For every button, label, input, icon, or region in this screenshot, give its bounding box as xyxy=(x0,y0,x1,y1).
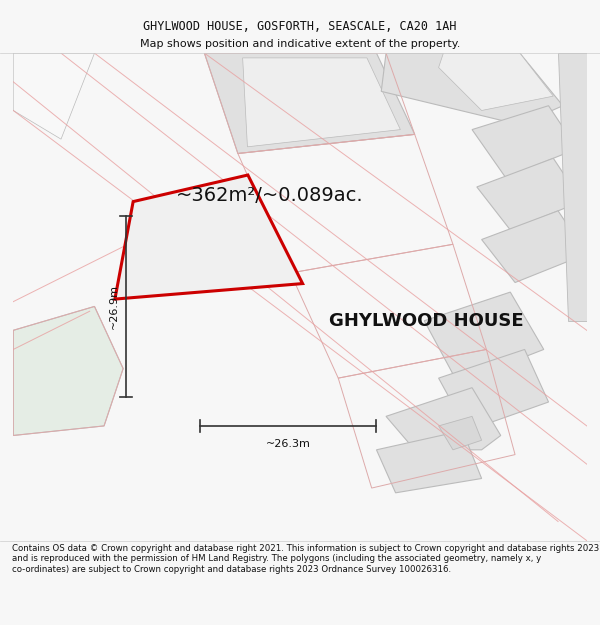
Text: ~26.3m: ~26.3m xyxy=(266,439,310,449)
Polygon shape xyxy=(115,175,302,299)
Polygon shape xyxy=(477,158,582,230)
Text: Map shows position and indicative extent of the property.: Map shows position and indicative extent… xyxy=(140,39,460,49)
Polygon shape xyxy=(13,306,123,436)
Text: ~26.9m: ~26.9m xyxy=(109,284,118,329)
Polygon shape xyxy=(472,106,577,177)
Polygon shape xyxy=(386,388,501,450)
Polygon shape xyxy=(439,416,482,450)
Polygon shape xyxy=(439,349,548,431)
Polygon shape xyxy=(13,53,94,139)
Polygon shape xyxy=(381,53,563,125)
Polygon shape xyxy=(482,211,587,282)
Text: ~362m²/~0.089ac.: ~362m²/~0.089ac. xyxy=(176,186,364,205)
Polygon shape xyxy=(205,53,415,154)
Polygon shape xyxy=(558,53,587,321)
Polygon shape xyxy=(242,58,400,147)
Text: GHYLWOOD HOUSE: GHYLWOOD HOUSE xyxy=(329,311,523,329)
Polygon shape xyxy=(424,292,544,383)
Polygon shape xyxy=(439,53,553,111)
Polygon shape xyxy=(376,431,482,493)
Text: GHYLWOOD HOUSE, GOSFORTH, SEASCALE, CA20 1AH: GHYLWOOD HOUSE, GOSFORTH, SEASCALE, CA20… xyxy=(143,20,457,32)
Text: Contains OS data © Crown copyright and database right 2021. This information is : Contains OS data © Crown copyright and d… xyxy=(12,544,599,574)
